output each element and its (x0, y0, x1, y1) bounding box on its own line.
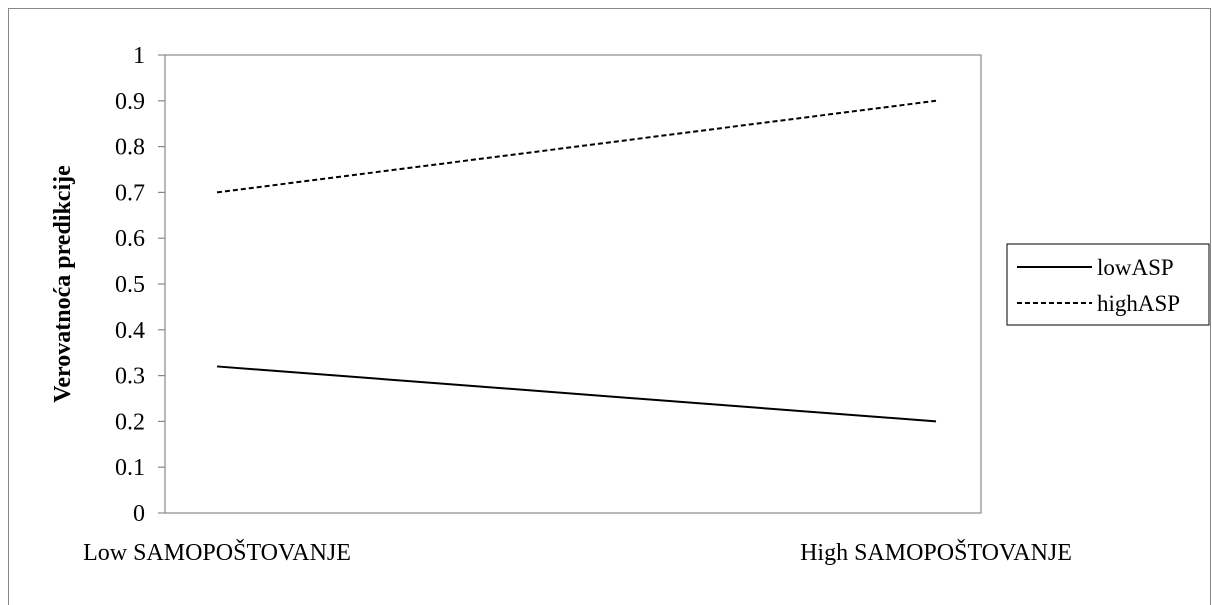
y-tick-label: 1 (133, 43, 145, 69)
series-line-lowASP (217, 366, 936, 421)
legend-label: highASP (1097, 291, 1180, 316)
y-tick-label: 0.6 (115, 226, 145, 252)
y-tick-label: 0.5 (115, 272, 145, 298)
legend: lowASP highASP (1007, 244, 1209, 325)
series-layer (217, 101, 936, 422)
x-tick-label: Low SAMOPOŠTOVANJE (83, 539, 351, 566)
y-axis-label: Verovatnoća predikcije (50, 165, 76, 403)
y-tick-label: 0.8 (115, 135, 145, 161)
y-tick-label: 0.9 (115, 89, 145, 115)
x-axis: Low SAMOPOŠTOVANJE High SAMOPOŠTOVANJE (83, 539, 1072, 566)
y-tick-label: 0 (133, 501, 145, 527)
y-axis: 0 0.1 0.2 0.3 0.4 0.5 0.6 0.7 0.8 0.9 1 (115, 43, 165, 527)
y-tick-label: 0.4 (115, 318, 145, 344)
legend-label: lowASP (1097, 255, 1174, 280)
plot-area (165, 55, 981, 513)
y-tick-label: 0.3 (115, 364, 145, 390)
x-tick-label: High SAMOPOŠTOVANJE (800, 539, 1072, 566)
y-tick-label: 0.1 (115, 455, 145, 481)
series-line-highASP (217, 101, 936, 193)
y-tick-label: 0.2 (115, 409, 145, 435)
y-tick-label: 0.7 (115, 180, 145, 206)
